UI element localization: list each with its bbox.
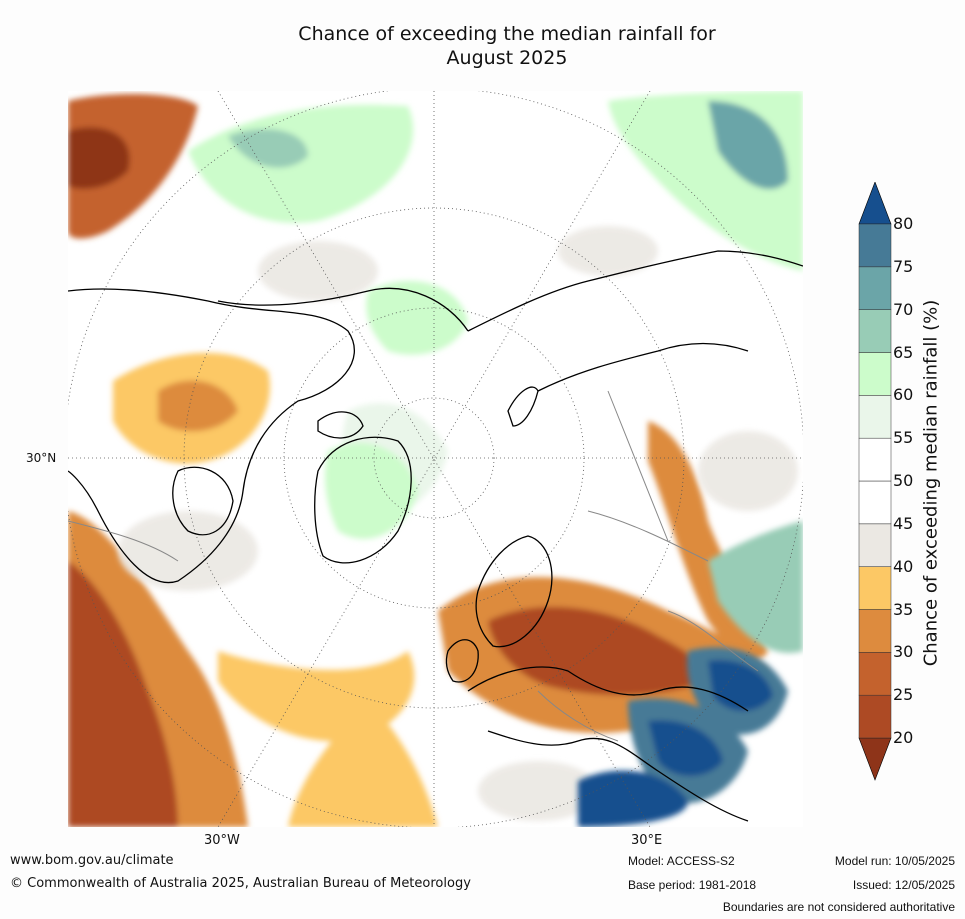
colorbar-bin-45-50 bbox=[858, 480, 892, 525]
region-mideast-wet-core bbox=[648, 720, 723, 776]
coast-uk bbox=[445, 639, 479, 683]
colorbar-bin-60-65 bbox=[858, 352, 892, 396]
footer-copyright: © Commonwealth of Australia 2025, Austra… bbox=[10, 876, 471, 891]
colorbar-tick-70: 70 bbox=[893, 299, 914, 319]
below-median-regions bbox=[68, 94, 768, 827]
region-central-wet bbox=[366, 281, 468, 355]
colorbar-tick-65: 65 bbox=[893, 342, 914, 362]
lon-label-30e: 30°E bbox=[631, 833, 663, 848]
colorbar-tick-50: 50 bbox=[893, 471, 914, 490]
footer-model: Model: ACCESS-S2 bbox=[628, 854, 735, 868]
border-asia bbox=[667, 610, 759, 672]
colorbar-bin-55-60 bbox=[858, 395, 892, 439]
colorbar-bin-25-30 bbox=[858, 652, 892, 696]
colorbar-label: Chance of exceeding median rainfall (%) bbox=[920, 299, 942, 667]
region-sw-dry-core bbox=[68, 561, 178, 827]
colorbar-bin-70-75 bbox=[858, 266, 892, 310]
coast-scandinavia bbox=[475, 535, 553, 648]
colorbar-tick-40: 40 bbox=[893, 556, 914, 576]
coast-greenland bbox=[314, 436, 412, 564]
coastlines bbox=[68, 250, 803, 822]
coast-arctic-islands bbox=[317, 411, 364, 439]
grey-patch-3 bbox=[698, 431, 798, 511]
coast-novaya-zemlya bbox=[507, 386, 539, 427]
colorbar-tick-45: 45 bbox=[893, 513, 914, 533]
footer-disclaimer: Boundaries are not considered authoritat… bbox=[722, 900, 955, 914]
grey-patch-2 bbox=[118, 511, 258, 591]
border-europe bbox=[537, 690, 619, 742]
above-median-regions bbox=[188, 91, 803, 827]
polar-rainfall-map[interactable] bbox=[68, 91, 803, 827]
map-svg bbox=[68, 91, 803, 827]
coast-alaska bbox=[217, 287, 469, 332]
footer-base-period: Base period: 1981-2018 bbox=[628, 878, 757, 892]
colorbar-tick-75: 75 bbox=[893, 256, 914, 276]
borders bbox=[68, 390, 759, 742]
region-europe-dry-core bbox=[488, 606, 708, 696]
region-greenland-wet bbox=[325, 443, 418, 539]
colorbar-tick-20: 20 bbox=[893, 728, 914, 747]
coast-europe bbox=[467, 666, 749, 712]
colorbar-tick-60: 60 bbox=[893, 385, 914, 405]
coast-canada bbox=[68, 288, 355, 584]
coast-siberia bbox=[467, 250, 803, 332]
border-russia-2 bbox=[607, 390, 669, 542]
border-russia-1 bbox=[587, 510, 709, 562]
title-line-2: August 2025 bbox=[446, 47, 568, 69]
coast-med bbox=[487, 730, 749, 822]
coast-arctic-russia bbox=[537, 342, 749, 392]
near-median-regions bbox=[118, 226, 798, 821]
colorbar-extend-top bbox=[858, 181, 892, 225]
lon-label-30w: 30°W bbox=[204, 833, 240, 848]
region-mid-dry bbox=[288, 701, 438, 827]
grey-patch-5 bbox=[558, 226, 658, 276]
colorbar-extend-bottom bbox=[858, 737, 892, 781]
lat-label-30n: 30°N bbox=[26, 451, 57, 465]
colorbar-tick-35: 35 bbox=[893, 599, 914, 619]
grey-patch-1 bbox=[258, 241, 378, 301]
colorbar-bin-65-70 bbox=[858, 309, 892, 353]
colorbar-bin-40-45 bbox=[858, 523, 892, 567]
footer-model-run: Model run: 10/05/2025 bbox=[834, 854, 955, 868]
colorbar-tick-30: 30 bbox=[893, 642, 914, 662]
colorbar bbox=[858, 181, 898, 782]
colorbar-tick-80: 80 bbox=[893, 214, 914, 233]
region-east-wet bbox=[708, 521, 803, 653]
title-line-1: Chance of exceeding the median rainfall … bbox=[298, 23, 716, 45]
border-us-canada bbox=[68, 520, 179, 562]
colorbar-tick-55: 55 bbox=[893, 428, 914, 448]
region-na-dry-core bbox=[158, 380, 238, 432]
colorbar-bin-20-25 bbox=[858, 694, 892, 739]
region-pacific-wet-core bbox=[228, 128, 308, 168]
colorbar-tick-25: 25 bbox=[893, 685, 914, 705]
chart-title: Chance of exceeding the median rainfall … bbox=[0, 22, 965, 70]
colorbar-bin-50-55 bbox=[858, 437, 892, 482]
region-ne-wet-core bbox=[708, 101, 788, 190]
graticule bbox=[68, 91, 803, 827]
footer-issued: Issued: 12/05/2025 bbox=[852, 878, 955, 892]
colorbar-bin-35-40 bbox=[858, 566, 892, 610]
coast-hudson bbox=[172, 466, 234, 536]
grey-patch-4 bbox=[478, 761, 598, 821]
colorbar-svg bbox=[858, 181, 892, 781]
region-asia-wet-core bbox=[708, 660, 773, 711]
region-west-dry-core bbox=[68, 127, 130, 189]
footer-url[interactable]: www.bom.gov.au/climate bbox=[10, 853, 174, 868]
colorbar-bin-30-35 bbox=[858, 609, 892, 653]
colorbar-bin-75-80 bbox=[858, 223, 892, 268]
